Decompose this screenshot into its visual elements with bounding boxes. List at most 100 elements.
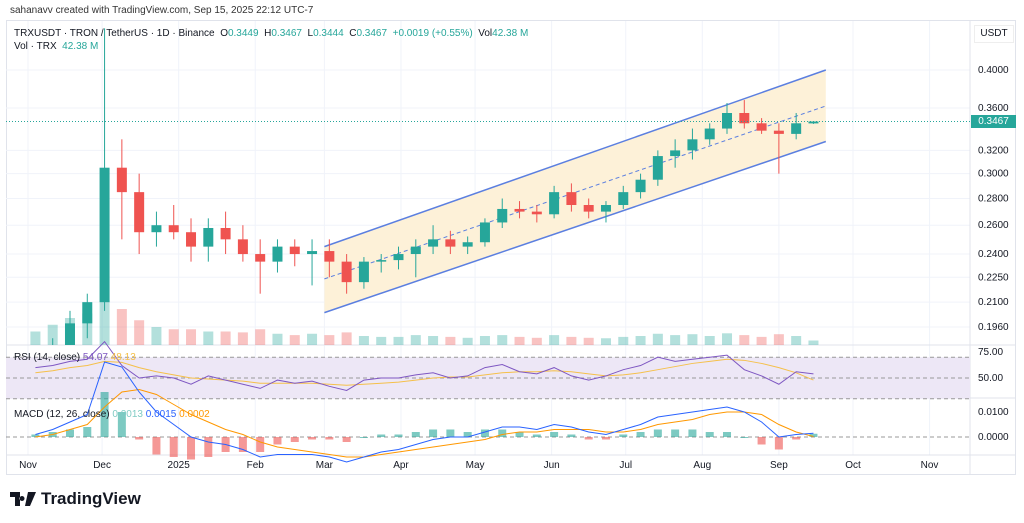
rsi-label[interactable]: RSI (14, close) [14,352,81,363]
macd-histogram-bar [619,434,628,437]
macd-histogram-bar [308,437,317,440]
volume-bar [687,334,698,345]
macd-histogram-bar [809,433,818,437]
candle-body [635,179,646,193]
volume-bar [393,336,404,345]
rsi-ma-line [35,358,814,386]
macd-histogram-bar [723,432,732,437]
macd-histogram-bar [463,432,472,437]
volume-bar [47,324,58,345]
channel-upper-line [324,69,827,248]
volume-bar [151,327,162,345]
volume-bar [583,337,594,345]
volume-bar [324,335,335,345]
candle-body [255,254,266,262]
macd-histogram-bar [31,434,40,437]
candle-body [82,302,93,324]
macd-histogram-bar [688,429,697,437]
candle-body [704,128,715,140]
macd-line [35,361,814,463]
volume-bar [99,300,110,345]
volume-bar [722,333,733,345]
time-tick-label: May [466,460,485,471]
candle-body [670,150,681,157]
candle-body [428,239,439,247]
time-tick-label: Dec [93,460,111,471]
time-tick-label: Mar [316,460,334,471]
volume-bar [566,336,577,345]
volume-bar [756,336,767,345]
macd-histogram-bar [498,429,507,437]
volume-bar [358,336,369,345]
low-value: 0.3444 [313,28,344,39]
candle-body [151,225,162,233]
macd-histogram-bar [135,437,144,440]
macd-label[interactable]: MACD (12, 26, close) [14,409,110,420]
volume-bar [307,333,318,345]
macd-histogram-bar [394,434,403,437]
candle-body [549,192,560,215]
volume-bar [670,335,681,345]
high-label: H [264,28,272,39]
time-tick-label: Aug [693,460,711,471]
price-tick-label: 0.1960 [978,322,1009,333]
channel-mid-line [324,105,826,280]
volume-bar [428,336,439,345]
candle-body [324,251,335,262]
volume-bar [549,335,560,345]
time-tick-label: Apr [393,460,409,471]
macd-histogram-bar [480,429,489,437]
volume-bar [479,336,490,345]
candle-body [618,192,629,206]
currency-button[interactable]: USDT [974,25,1014,43]
candle-body [358,261,369,283]
candle-body [462,242,473,247]
time-tick-label: Jun [544,460,560,471]
price-tick-label: 0.2400 [978,249,1009,260]
macd-signal-line [35,388,814,458]
candle-body [220,227,231,240]
high-value: 0.3467 [271,28,302,39]
macd-histogram-bar [550,432,559,437]
vol-value: 42.38 M [492,28,529,39]
macd-histogram-bar [100,392,109,437]
candle-body [756,123,767,131]
macd-histogram-bar [601,437,610,440]
volume-bar [445,336,456,345]
volume-bar [289,335,300,345]
price-tick-label: 0.4000 [978,65,1009,76]
macd-histogram-bar [204,437,213,457]
rsi-ma-value: 48.13 [110,352,136,363]
candle-body [186,232,197,247]
macd-histogram-bar [653,429,662,437]
candle-body [341,261,352,283]
rsi-value: 54.07 [82,352,108,363]
volume-bar [237,332,248,345]
time-tick-label: Sep [770,460,788,471]
candle-body [410,246,421,255]
volume-bar [514,336,525,345]
volume-bar [255,329,266,345]
macd-histogram-bar [152,437,161,455]
candle-body [237,239,248,255]
macd-histogram-bar [740,437,749,438]
macd-histogram-bar [584,437,593,440]
macd-histogram-bar [429,429,438,437]
candle-body [203,227,214,247]
change-value: +0.0019 (+0.55%) [392,28,473,39]
rsi-legend: RSI (14, close) 54.07 48.13 [14,352,136,363]
tradingview-logo[interactable]: TradingView [10,489,141,509]
rsi-tick-label: 50.00 [978,373,1003,384]
symbol-name[interactable]: TRXUSDT · TRON / TetherUS · 1D · Binance [14,28,215,39]
volume-series-label[interactable]: Vol · TRX [14,41,57,52]
rsi-tick-label: 75.00 [978,347,1003,358]
candle-body [376,260,387,262]
candle-body [289,246,300,255]
price-tick-label: 0.2800 [978,194,1009,205]
candle-body [479,222,490,243]
volume-bar [30,331,41,345]
macd-histogram-bar [705,432,714,437]
volume-series-value: 42.38 M [62,41,99,52]
price-tick-label: 0.3600 [978,103,1009,114]
